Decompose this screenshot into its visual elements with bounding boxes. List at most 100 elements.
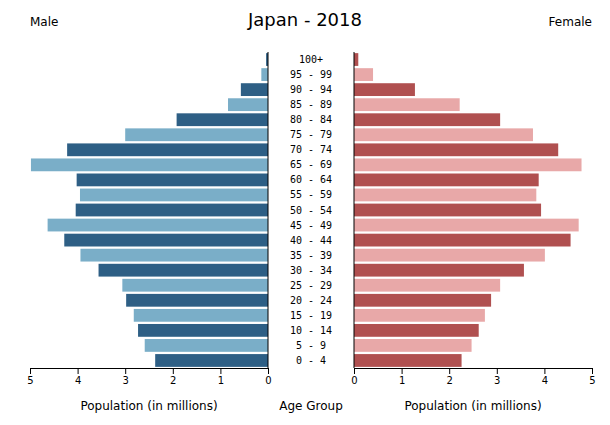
- tick-mark: [592, 368, 593, 374]
- category-label: 35 - 39: [290, 250, 332, 261]
- chart: 0123450123450 - 45 - 910 - 1415 - 1920 -…: [0, 0, 610, 425]
- tick-label: 5: [27, 375, 33, 386]
- bar: [138, 324, 268, 337]
- category-label: 80 - 84: [290, 114, 332, 125]
- bar: [354, 158, 582, 171]
- axis-line: [268, 52, 269, 368]
- bars: [31, 53, 268, 367]
- tick: 4: [75, 368, 81, 386]
- bar: [241, 83, 268, 96]
- category-label: 65 - 69: [290, 159, 332, 170]
- tick: 0: [351, 368, 357, 386]
- bar: [261, 68, 268, 81]
- category-label: 5 - 9: [296, 340, 326, 351]
- bar: [354, 264, 524, 277]
- category-label: 75 - 79: [290, 129, 332, 140]
- category-label: 60 - 64: [290, 174, 332, 185]
- bar: [99, 264, 268, 277]
- tick-mark: [497, 368, 498, 374]
- tick-mark: [173, 368, 174, 374]
- bar: [64, 234, 268, 247]
- bar: [354, 234, 571, 247]
- tick: 5: [589, 368, 595, 386]
- category-label: 55 - 59: [290, 189, 332, 200]
- tick: 4: [542, 368, 548, 386]
- bar: [145, 339, 268, 352]
- tick-mark: [30, 368, 31, 374]
- bar: [354, 113, 500, 126]
- bar: [134, 309, 268, 322]
- tick-label: 2: [447, 375, 453, 386]
- tick-mark: [125, 368, 126, 374]
- bar: [125, 128, 268, 141]
- bar: [354, 174, 539, 187]
- tick: 1: [218, 368, 224, 386]
- tick-label: 5: [589, 375, 595, 386]
- bar: [354, 339, 472, 352]
- series-label: Male: [30, 15, 58, 29]
- tick-label: 3: [494, 375, 500, 386]
- tick-label: 4: [542, 375, 548, 386]
- tick: 1: [399, 368, 405, 386]
- bar: [354, 294, 491, 307]
- bar: [177, 113, 268, 126]
- bar: [354, 98, 460, 111]
- category-label: 30 - 34: [290, 265, 332, 276]
- bar: [354, 354, 462, 367]
- axis-title: Age Group: [279, 399, 343, 413]
- category-label: 15 - 19: [290, 310, 332, 321]
- category-label: 40 - 44: [290, 235, 332, 246]
- bar: [77, 174, 268, 187]
- tick: 0: [265, 368, 271, 386]
- tick: 2: [447, 368, 453, 386]
- bar: [354, 204, 541, 217]
- x-axis: 0 1 2 3 4 5: [351, 368, 595, 386]
- category-label: 45 - 49: [290, 220, 332, 231]
- category-label: 50 - 54: [290, 205, 332, 216]
- x-axis: 0 1 2 3 4 5: [27, 368, 271, 386]
- bar: [354, 128, 533, 141]
- category-label: 95 - 99: [290, 69, 332, 80]
- bar: [126, 294, 268, 307]
- tick-mark: [402, 368, 403, 374]
- bar: [354, 189, 536, 202]
- tick: 3: [123, 368, 129, 386]
- category-label: 20 - 24: [290, 295, 332, 306]
- bar: [48, 219, 268, 232]
- tick-label: 4: [75, 375, 81, 386]
- tick: 5: [27, 368, 33, 386]
- tick-label: 1: [218, 375, 224, 386]
- axis-title: Population (in millions): [80, 399, 217, 413]
- tick-label: 3: [123, 375, 129, 386]
- bar: [354, 309, 485, 322]
- tick-mark: [220, 368, 221, 374]
- category-label: 85 - 89: [290, 99, 332, 110]
- tick-mark: [78, 368, 79, 374]
- tick-mark: [354, 368, 355, 374]
- tick-label: 0: [265, 375, 271, 386]
- category-labels: 0 - 45 - 910 - 1415 - 1920 - 2425 - 2930…: [290, 54, 332, 366]
- tick-mark: [544, 368, 545, 374]
- bar: [122, 279, 268, 292]
- axis-title: Population (in millions): [404, 399, 541, 413]
- bar: [155, 354, 268, 367]
- bar: [354, 324, 479, 337]
- axis-line: [355, 369, 593, 375]
- bar: [80, 189, 268, 202]
- series-label: Female: [549, 15, 592, 29]
- tick-label: 0: [351, 375, 357, 386]
- bar: [76, 204, 268, 217]
- bar: [354, 143, 558, 156]
- category-label: 70 - 74: [290, 144, 332, 155]
- bar: [80, 249, 268, 262]
- axis-line: [354, 52, 355, 368]
- category-label: 0 - 4: [296, 355, 326, 366]
- tick-mark: [449, 368, 450, 374]
- bar: [354, 83, 415, 96]
- axis-line: [31, 369, 269, 375]
- tick: 2: [170, 368, 176, 386]
- category-label: 90 - 94: [290, 84, 332, 95]
- bar: [354, 249, 545, 262]
- bar: [354, 53, 358, 66]
- bar: [31, 158, 268, 171]
